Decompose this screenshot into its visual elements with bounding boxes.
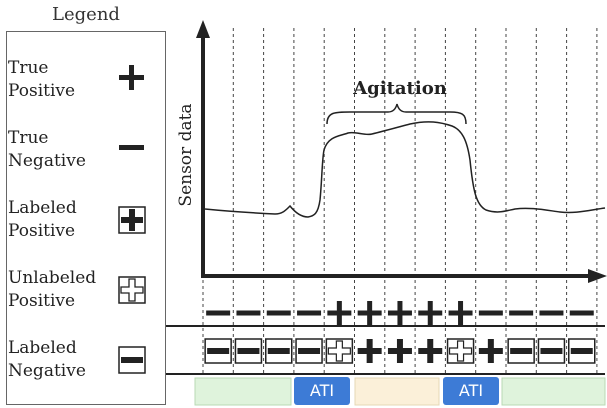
legend-label-line2: Negative: [8, 151, 86, 171]
y-axis: [196, 20, 210, 276]
legend-label-line1: Labeled: [8, 198, 77, 218]
labeled-positive-mark: [357, 339, 382, 363]
x-axis: [201, 269, 607, 283]
legend-title: Legend: [52, 4, 120, 25]
true-negative-mark: [509, 310, 534, 316]
labeled-negative-mark: [568, 338, 596, 364]
labeled-negative-mark: [295, 338, 323, 364]
true-negative-mark: [206, 310, 231, 316]
unlabeled-positive-mark: [446, 338, 475, 364]
window-grid: [202, 28, 598, 374]
labeled-positive-mark: [478, 339, 503, 363]
ati-badge: ATI: [294, 377, 350, 405]
labeled-negative-mark: [507, 338, 535, 364]
timeline-agitation-segment: [354, 377, 440, 406]
timeline-context-segment: [194, 377, 292, 406]
true-negative-mark: [297, 310, 322, 316]
true-positive-mark: [327, 301, 352, 325]
legend-label-line2: Negative: [8, 361, 86, 381]
labeled-negative-mark: [265, 338, 293, 364]
legend-label-line2: Positive: [8, 291, 76, 311]
unlabeled-plus-icon: [118, 276, 146, 304]
true-negative-mark: [569, 310, 594, 316]
labeled-negative-mark: [234, 338, 263, 364]
legend-item-true-positive: True Positive: [8, 57, 118, 103]
true-positive-mark: [357, 301, 382, 325]
true-label-row: [206, 301, 594, 325]
agitation-label: Agitation: [353, 78, 447, 99]
legend-item-labeled-positive: Labeled Positive: [8, 197, 118, 243]
agitation-brace: [326, 103, 467, 125]
legend-box: [6, 31, 166, 405]
y-axis-label: Sensor data: [176, 103, 196, 207]
legend-label-line1: True: [8, 128, 49, 148]
legend-label-line1: Unlabeled: [8, 268, 97, 288]
true-positive-mark: [418, 301, 443, 325]
ati-badge: ATI: [443, 377, 499, 405]
labeled-negative-mark: [204, 338, 232, 364]
plus-icon: [119, 65, 144, 90]
legend-label-line1: True: [8, 58, 49, 78]
labeled-positive-mark: [418, 339, 443, 363]
legend-label-line1: Labeled: [8, 338, 77, 358]
labeled-negative-mark: [537, 338, 566, 364]
labeled-plus-icon: [118, 206, 146, 234]
labeled-minus-icon: [118, 346, 146, 374]
legend-item-unlabeled-positive: Unlabeled Positive: [8, 267, 118, 313]
sensor-signal-line: [204, 121, 606, 218]
timeline-context-segment: [501, 377, 606, 406]
true-negative-mark: [266, 310, 291, 316]
legend-label-line2: Positive: [8, 81, 76, 101]
true-positive-mark: [448, 301, 473, 325]
true-negative-mark: [478, 310, 503, 316]
legend-item-true-negative: True Negative: [8, 127, 118, 173]
observed-label-row: [204, 338, 596, 364]
labeled-positive-mark: [387, 339, 412, 363]
true-negative-mark: [539, 310, 564, 316]
true-positive-mark: [387, 301, 412, 325]
true-negative-mark: [236, 310, 261, 316]
unlabeled-positive-mark: [325, 338, 354, 364]
minus-icon: [119, 145, 144, 150]
legend-item-labeled-negative: Labeled Negative: [8, 337, 118, 383]
legend-label-line2: Positive: [8, 221, 76, 241]
